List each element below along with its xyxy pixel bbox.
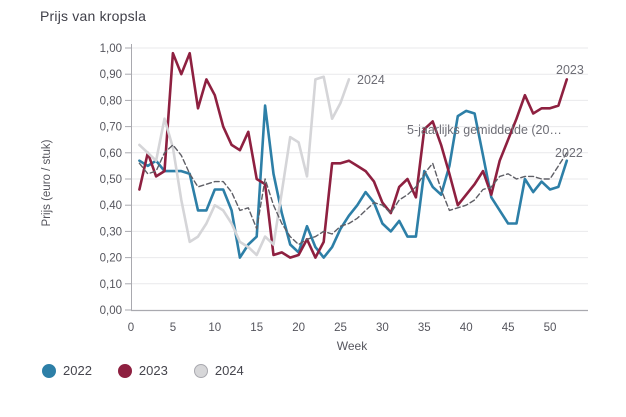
series-line-2024[interactable] <box>138 75 351 257</box>
series-inline-label: 2024 <box>357 73 385 87</box>
series-inline-label: 2023 <box>556 63 584 77</box>
legend-swatch-2024-icon <box>193 363 208 378</box>
x-tick-label: 10 <box>208 322 221 334</box>
series-inline-label: 2022 <box>555 146 583 160</box>
y-tick-label: 0,20 <box>100 253 122 265</box>
x-tick-label: 15 <box>250 322 263 334</box>
legend-label-2023: 2023 <box>138 363 168 378</box>
y-axis-title: Prijs (euro / stuk) <box>41 139 53 226</box>
x-tick-label: 20 <box>292 322 305 334</box>
y-tick-label: 0,50 <box>100 174 122 186</box>
y-tick-label: 0,00 <box>100 305 122 317</box>
y-tick-label: 1,00 <box>100 43 122 55</box>
x-tick-label: 25 <box>334 322 347 334</box>
y-tick-label: 0,60 <box>100 148 122 160</box>
x-tick-label: 45 <box>502 322 515 334</box>
y-tick-label: 0,80 <box>100 95 122 107</box>
y-tick-label: 0,10 <box>100 279 122 291</box>
y-tick-label: 0,30 <box>100 226 122 238</box>
legend-swatch-2022-icon <box>42 363 56 378</box>
legend-swatch-2023-icon <box>117 363 132 378</box>
series-line-2023[interactable] <box>138 51 569 259</box>
chart-title: Prijs van kropsla <box>40 8 147 24</box>
series-inline-label: 5-jaarlijks gemiddelde (20… <box>407 123 562 137</box>
x-tick-label: 40 <box>460 322 473 334</box>
series-line-5-jaarlijks-gemiddelde-20-[interactable] <box>138 144 568 246</box>
x-tick-label: 5 <box>170 322 176 334</box>
y-tick-label: 0,40 <box>100 200 122 212</box>
series-line-2022[interactable] <box>138 104 569 259</box>
x-tick-label: 50 <box>544 322 557 334</box>
x-tick-label: 35 <box>418 322 431 334</box>
x-tick-label: 30 <box>376 322 389 334</box>
legend-item-2023[interactable]: 2023 <box>117 363 168 378</box>
legend-label-2022: 2022 <box>63 363 92 378</box>
chart-legend: 2022 2023 2024 <box>42 363 244 378</box>
x-tick-label: 0 <box>128 322 134 334</box>
x-axis-title: Week <box>337 339 368 353</box>
y-tick-label: 0,70 <box>100 122 122 134</box>
legend-item-2024[interactable]: 2024 <box>193 363 244 378</box>
y-tick-label: 0,90 <box>100 69 122 81</box>
legend-item-2022[interactable]: 2022 <box>42 363 92 378</box>
legend-label-2024: 2024 <box>214 363 244 378</box>
